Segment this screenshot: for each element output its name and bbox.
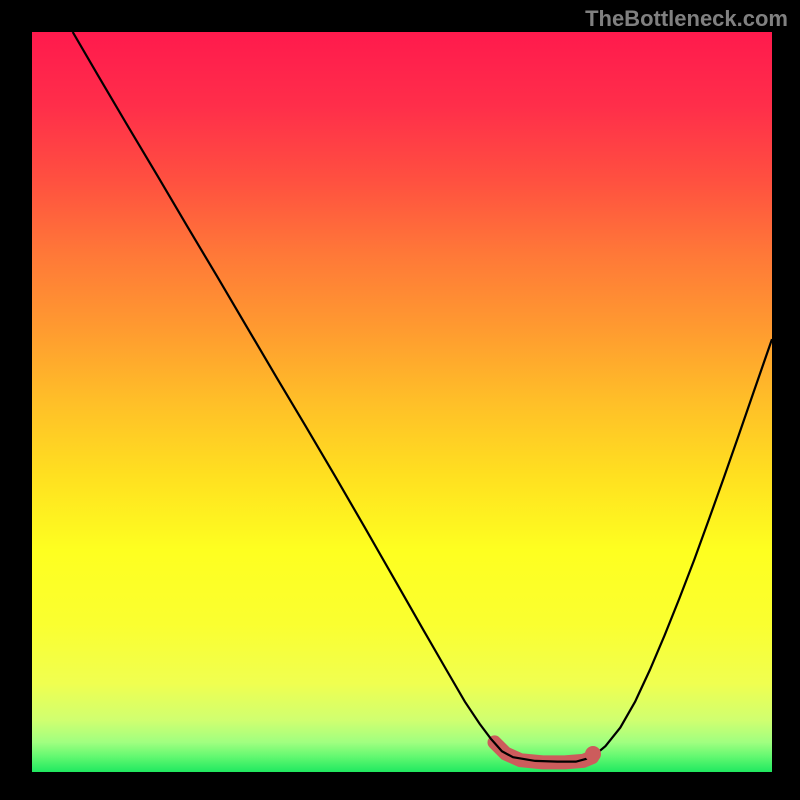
highlight-dot <box>585 746 601 762</box>
main-curve <box>73 32 772 762</box>
highlight-segment <box>495 742 593 762</box>
curve-svg <box>32 32 772 772</box>
plot-area <box>32 32 772 772</box>
watermark-text: TheBottleneck.com <box>585 6 788 32</box>
